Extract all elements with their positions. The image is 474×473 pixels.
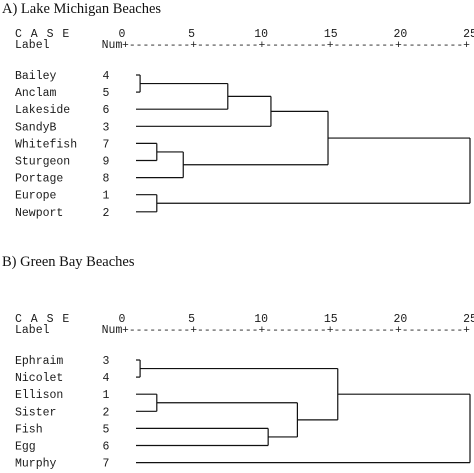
scale-tick-label: 25 xyxy=(463,313,474,326)
leaf-label: SandyB xyxy=(15,121,57,134)
leaf-num: 1 xyxy=(103,190,110,203)
leaf-num: 6 xyxy=(103,441,110,454)
scale-tick-label: 20 xyxy=(393,28,407,41)
header-num-text: Num xyxy=(102,39,123,52)
leaf-label: Whitefish xyxy=(15,138,77,151)
leaf-num: 5 xyxy=(103,423,110,436)
leaf-label: Portage xyxy=(15,173,63,186)
leaf-num: 2 xyxy=(103,207,110,220)
leaf-label: Ephraim xyxy=(15,355,63,368)
leaf-num: 4 xyxy=(103,70,110,83)
leaf-label: Lakeside xyxy=(15,104,70,117)
scale-tick-label: 0 xyxy=(119,313,126,326)
leaf-num: 1 xyxy=(103,389,110,402)
header-label-text: Label xyxy=(15,39,50,52)
panel-b-title: B) Green Bay Beaches xyxy=(2,254,135,270)
header-case-text: C A S E xyxy=(15,28,70,41)
leaf-label: Egg xyxy=(15,441,36,454)
scale-tick-label: 5 xyxy=(188,28,195,41)
header-label-text: Label xyxy=(15,324,50,337)
scale-tick-label: 25 xyxy=(463,28,474,41)
scale-tick-label: 10 xyxy=(254,28,268,41)
leaf-num: 4 xyxy=(103,372,110,385)
scale-tick-label: 15 xyxy=(324,28,338,41)
leaf-num: 2 xyxy=(103,406,110,419)
leaf-label: Anclam xyxy=(15,87,57,100)
leaf-num: 3 xyxy=(103,121,110,134)
leaf-label: Europe xyxy=(15,190,57,203)
scale-tick-label: 5 xyxy=(188,313,195,326)
scale-rule-text: +---------+---------+---------+---------… xyxy=(122,325,470,337)
leaf-label: Sister xyxy=(15,406,56,419)
leaf-num: 5 xyxy=(103,87,110,100)
leaf-num: 7 xyxy=(103,138,110,151)
leaf-label: Fish xyxy=(15,423,43,436)
leaf-label: Sturgeon xyxy=(15,156,70,169)
scale-tick-label: 0 xyxy=(119,28,126,41)
leaf-label: Newport xyxy=(15,207,63,220)
scale-tick-label: 20 xyxy=(393,313,407,326)
header-case-text: C A S E xyxy=(15,313,70,326)
leaf-num: 6 xyxy=(103,104,110,117)
header-num-text: Num xyxy=(102,324,123,337)
leaf-label: Murphy xyxy=(15,458,57,471)
leaf-num: 3 xyxy=(103,355,110,368)
panel-a-title: A) Lake Michigan Beaches xyxy=(2,1,162,17)
leaf-label: Ellison xyxy=(15,389,63,402)
leaf-num: 9 xyxy=(103,156,110,169)
leaf-num: 7 xyxy=(103,458,110,471)
scale-tick-label: 15 xyxy=(324,313,338,326)
leaf-label: Nicolet xyxy=(15,372,63,385)
leaf-label: Bailey xyxy=(15,70,57,83)
leaf-num: 8 xyxy=(103,173,110,186)
scale-tick-label: 10 xyxy=(254,313,268,326)
scale-rule-text: +---------+---------+---------+---------… xyxy=(122,40,470,52)
